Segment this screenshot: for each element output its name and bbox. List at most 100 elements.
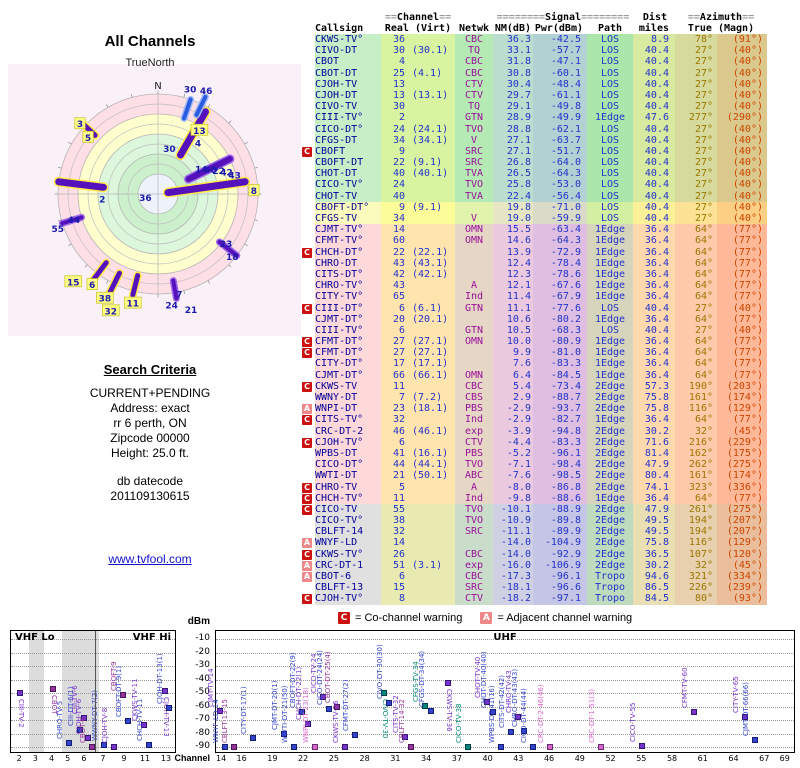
distance-cell: 30.2: [633, 425, 675, 437]
real-channel-cell: 42: [381, 268, 409, 281]
path-cell: 2Edge: [587, 436, 633, 448]
real-channel-cell: 30: [381, 45, 409, 57]
magnetic-azimuth-cell: (40°): [717, 134, 767, 146]
station-label: CFGS-DT-34(34): [418, 651, 427, 708]
warning-cell: C: [301, 481, 315, 493]
network-cell: [455, 201, 493, 213]
header-callsign: Callsign: [315, 23, 364, 34]
power-dbm-cell: -78.6: [533, 268, 587, 281]
table-row: C CKWS-TV° 26 CBC -14.0 -92.9 2Edge 36.5 107° (12…: [301, 548, 771, 560]
warning-cell: [301, 526, 315, 538]
magnetic-azimuth-cell: (40°): [717, 157, 767, 169]
station-label: WWNY-DT-7(2): [90, 690, 99, 742]
nm-db-cell: -16.0: [493, 559, 533, 571]
magnetic-azimuth-cell: (40°): [717, 145, 767, 158]
path-cell: 2Edge: [587, 447, 633, 460]
power-dbm-cell: -67.6: [533, 280, 587, 292]
network-cell: TVO: [455, 179, 493, 191]
channel-marker-label: 32: [105, 307, 118, 317]
callsign-cell: CIII-TV°: [315, 112, 381, 124]
magnetic-azimuth-cell: (334°): [717, 571, 767, 583]
virtual-channel-cell: [409, 548, 455, 560]
radar-tick: [57, 219, 62, 222]
warning-cell: [301, 56, 315, 68]
magnetic-azimuth-cell: (40°): [717, 201, 767, 213]
station-marker: [312, 744, 319, 750]
table-row: WWTI-DT 21 (50.1) ABC -7.6 -98.5 2Edge 80.4 161°…: [301, 470, 771, 482]
table-row: A CBOT-6 6 CBC -17.3 -96.1 Tropo 94.6 321° (334°): [301, 571, 771, 583]
channel-marker-label: 11: [127, 300, 140, 310]
true-azimuth-cell: 162°: [675, 447, 717, 460]
true-azimuth-cell: 190°: [675, 380, 717, 392]
warning-cell: [301, 168, 315, 180]
header-path: Path: [597, 23, 623, 34]
power-dbm-cell: -57.7: [533, 45, 587, 57]
distance-cell: 36.4: [633, 291, 675, 303]
table-row: CICO-DT° 24 (24.1) TVO 28.8 -62.1 LOS 40.4 27° (4…: [301, 123, 771, 135]
uhf-label: UHF: [493, 632, 517, 643]
power-dbm-cell: -64.0: [533, 157, 587, 169]
station-marker: [111, 744, 118, 750]
callsign-cell: CICO-DT°: [315, 123, 381, 135]
gridline: [216, 652, 794, 654]
header-real-virt: Real (Virt): [384, 23, 452, 34]
power-dbm-cell: -47.1: [533, 56, 587, 68]
power-dbm-cell: -86.8: [533, 481, 587, 493]
path-cell: LOS: [587, 89, 633, 102]
adjacent-channel-warning-badge: A: [302, 404, 312, 415]
power-dbm-cell: -64.3: [533, 168, 587, 180]
virtual-channel-cell: (24.1): [409, 123, 455, 135]
callsign-cell: CIVO-TV: [315, 101, 381, 113]
network-cell: [455, 313, 493, 325]
channel-tick: 52: [605, 754, 616, 763]
warning-cell: [301, 470, 315, 482]
dbm-tick: -80: [195, 727, 210, 738]
channel-marker-highlight: [82, 130, 94, 143]
gridline: [216, 733, 794, 735]
table-row: CJMT-TV° 14 OMN 15.5 -63.4 1Edge 36.4 64° (77°): [301, 224, 771, 236]
magnetic-azimuth-cell: (174°): [717, 392, 767, 404]
path-cell: 1Edge: [587, 492, 633, 504]
co-channel-legend-icon: C: [338, 612, 350, 624]
warning-cell: [301, 582, 315, 594]
nm-db-cell: -7.6: [493, 470, 533, 482]
channel-marker-label: 18: [226, 253, 239, 263]
distance-cell: 36.4: [633, 369, 675, 381]
nm-db-cell: -11.1: [493, 526, 533, 538]
warning-cell: [301, 235, 315, 247]
channel-marker-label: 38: [99, 295, 112, 305]
path-cell: LOS: [587, 168, 633, 180]
channel-marker-label: 22: [212, 167, 225, 177]
table-row: CBLFT-14 32 SRC -11.1 -89.9 2Edge 49.5 194° (207…: [301, 526, 771, 538]
signal-beam: [130, 273, 141, 298]
channel-marker-label: 14: [195, 166, 208, 176]
tvfool-link[interactable]: www.tvfool.com: [108, 552, 192, 566]
station-marker: [280, 730, 287, 737]
power-dbm-cell: -64.3: [533, 235, 587, 247]
virtual-channel-cell: [409, 213, 455, 225]
power-dbm-cell: -51.7: [533, 145, 587, 158]
network-cell: V: [455, 134, 493, 146]
nm-db-cell: 7.6: [493, 358, 533, 370]
magnetic-azimuth-cell: (40°): [717, 168, 767, 180]
station-label: CJOH-TV-8: [101, 707, 110, 743]
network-cell: [455, 347, 493, 359]
magnetic-azimuth-cell: (239°): [717, 582, 767, 594]
station-label: CITS-TV-32: [391, 695, 400, 734]
callsign-cell: WNYF-LD: [315, 537, 381, 549]
search-db-line: 201109130615: [110, 489, 190, 503]
real-channel-cell: 6: [381, 436, 409, 448]
power-dbm-cell: -63.7: [533, 134, 587, 146]
station-label: CBLFT-13-15: [221, 699, 230, 743]
power-dbm-cell: -94.8: [533, 425, 587, 437]
magnetic-azimuth-cell: (40°): [717, 89, 767, 102]
magnetic-azimuth-cell: (77°): [717, 257, 767, 269]
table-row: CKWS-TV° 36 CBC 36.3 -42.5 LOS 8.9 78° (91°): [301, 34, 771, 46]
table-row: WPBS-DT 41 (16.1) PBS -5.2 -96.1 2Edge 81.4 162°…: [301, 447, 771, 460]
callsign-cell: CBOT-DT: [315, 67, 381, 79]
table-row: C CFMT-DT° 27 (27.1) OMN 10.0 -80.9 1Edge 36.4 64…: [301, 336, 771, 348]
callsign-cell: CFMT-DT°: [315, 336, 381, 348]
real-channel-cell: 46: [381, 425, 409, 437]
radar-tick: [228, 120, 232, 124]
distance-cell: 49.5: [633, 526, 675, 538]
